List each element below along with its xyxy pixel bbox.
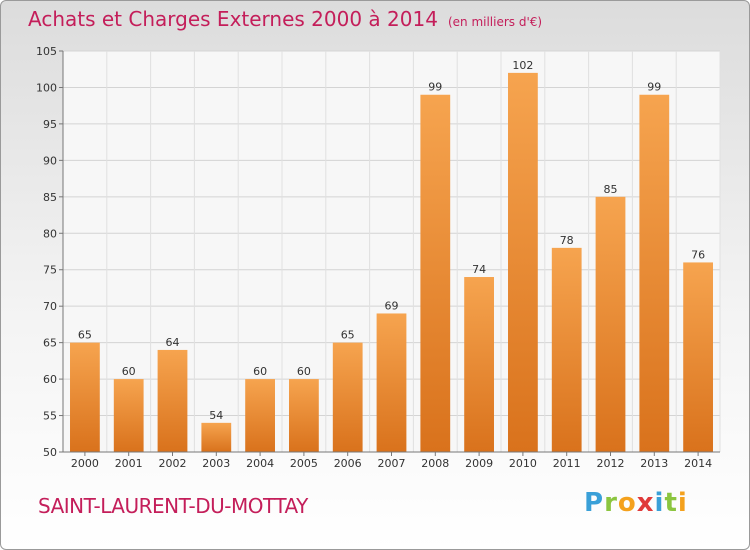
x-tick-label: 2013: [640, 457, 668, 470]
logo-letter: x: [636, 488, 655, 518]
x-tick-label: 2003: [202, 457, 230, 470]
title-text: Achats et Charges Externes 2000 à 2014: [28, 7, 438, 31]
x-tick-label: 2008: [421, 457, 449, 470]
logo-letter: o: [617, 488, 637, 518]
x-tick-label: 2010: [509, 457, 537, 470]
bar: [683, 262, 713, 452]
y-tick-label: 65: [43, 337, 57, 350]
bar: [201, 422, 232, 452]
y-tick-label: 100: [36, 81, 57, 94]
data-label: 99: [647, 81, 661, 94]
x-tick-label: 2011: [553, 457, 581, 470]
data-label: 102: [512, 59, 533, 72]
x-tick-label: 2014: [684, 457, 712, 470]
y-tick-label: 80: [43, 227, 57, 240]
y-tick-label: 105: [36, 45, 57, 58]
bar: [639, 94, 670, 452]
x-tick-label: 2000: [71, 457, 99, 470]
bar: [113, 379, 144, 452]
logo-letter: t: [664, 488, 678, 518]
bar: [464, 277, 494, 452]
place-name: SAINT-LAURENT-DU-MOTTAY: [38, 494, 308, 518]
data-label: 78: [560, 234, 574, 247]
data-label: 54: [209, 409, 223, 422]
data-label: 60: [122, 365, 136, 378]
x-tick-label: 2001: [115, 457, 143, 470]
chart-title: Achats et Charges Externes 2000 à 2014 (e…: [28, 7, 542, 31]
y-tick-label: 60: [43, 373, 57, 386]
logo-letter: i: [677, 488, 688, 518]
chart-subtitle: (en milliers d'€): [447, 15, 543, 29]
y-tick-label: 95: [43, 118, 57, 131]
bar: [332, 342, 363, 452]
bar: [376, 313, 407, 452]
data-label: 65: [341, 329, 355, 342]
bar: [420, 94, 451, 452]
logo-letter: P: [584, 488, 605, 518]
bar: [289, 379, 319, 452]
bar: [595, 196, 626, 452]
y-tick-label: 50: [43, 446, 57, 459]
data-label: 64: [166, 336, 180, 349]
proxiti-logo: Proxiti: [584, 488, 688, 518]
logo-letter: i: [654, 488, 665, 518]
bar: [245, 379, 275, 452]
data-label: 76: [691, 248, 705, 261]
x-tick-label: 2002: [159, 457, 187, 470]
x-tick-label: 2006: [334, 457, 362, 470]
x-tick-label: 2012: [597, 457, 625, 470]
y-tick-label: 70: [43, 300, 57, 313]
data-label: 60: [253, 365, 267, 378]
bar: [551, 247, 582, 452]
data-label: 99: [428, 81, 442, 94]
x-tick-label: 2007: [378, 457, 406, 470]
x-tick-label: 2005: [290, 457, 318, 470]
data-label: 60: [297, 365, 311, 378]
bar: [157, 349, 188, 452]
bar: [508, 72, 538, 452]
data-label: 85: [604, 183, 618, 196]
data-label: 69: [385, 299, 399, 312]
y-tick-label: 90: [43, 154, 57, 167]
logo-letter: r: [604, 488, 618, 518]
x-tick-label: 2004: [246, 457, 274, 470]
y-tick-label: 85: [43, 191, 57, 204]
x-tick-label: 2009: [465, 457, 493, 470]
bar: [70, 342, 100, 452]
y-tick-label: 75: [43, 264, 57, 277]
y-tick-label: 55: [43, 410, 57, 423]
data-label: 65: [78, 329, 92, 342]
data-label: 74: [472, 263, 486, 276]
